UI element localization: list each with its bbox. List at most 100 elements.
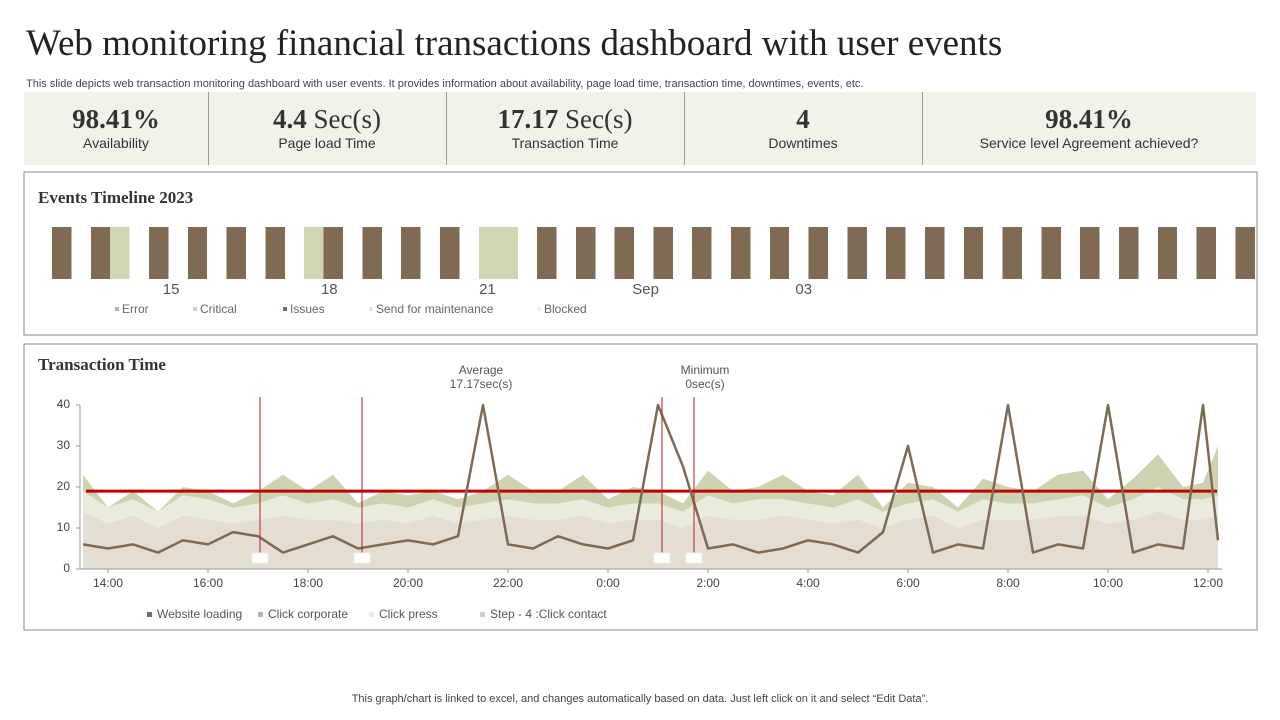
x-tick-label: 8:00 (996, 576, 1020, 590)
x-tick-label: 18:00 (293, 576, 323, 590)
event-bar (770, 227, 789, 279)
y-tick-label: 20 (57, 479, 71, 493)
legend-label: Click corporate (268, 607, 348, 621)
line-series (82, 403, 1220, 554)
event-bar (479, 227, 519, 279)
legend-label: Send for maintenance (376, 302, 494, 316)
kpi-unit: Sec(s) (313, 104, 381, 134)
event-bar (226, 227, 246, 279)
x-tick-label: 14:00 (93, 576, 123, 590)
event-bar (439, 227, 460, 279)
x-tick-label: 6:00 (896, 576, 920, 590)
page-subtitle: This slide depicts web transaction monit… (26, 78, 864, 90)
annotation: Average (459, 363, 504, 377)
x-tick-label: 20:00 (393, 576, 423, 590)
event-bar (52, 227, 72, 279)
event-bar (847, 227, 868, 279)
event-bar (188, 227, 207, 279)
event-marker (685, 552, 703, 564)
kpi-divider (446, 92, 447, 165)
event-bar (362, 227, 383, 279)
legend-swatch (147, 612, 152, 617)
kpi-label: Service level Agreement achieved? (979, 135, 1199, 151)
kpi-card: 4.4 Sec(s) Page load Time (208, 92, 446, 165)
kpi-divider (922, 92, 923, 165)
y-tick-label: 40 (57, 397, 71, 411)
kpi-value: 98.41% (72, 104, 160, 134)
legend-label: Issues (290, 302, 325, 316)
kpi-value-row: 17.17 Sec(s) (446, 104, 684, 134)
event-bar (265, 227, 286, 279)
legend-label: Website loading (157, 607, 242, 621)
event-bar (653, 227, 674, 279)
event-bar (400, 227, 421, 279)
kpi-value: 4.4 (273, 104, 307, 134)
event-bar (109, 227, 130, 279)
kpi-value-row: 4.4 Sec(s) (208, 104, 446, 134)
legend-label: Error (122, 302, 149, 316)
kpi-value: 4 (796, 104, 810, 134)
x-tick-label: 21 (479, 281, 496, 298)
annotation: Minimum (681, 363, 730, 377)
x-tick-label: 0:00 (596, 576, 620, 590)
legend-swatch (193, 307, 197, 311)
kpi-card: 98.41% Service level Agreement achieved? (922, 92, 1256, 165)
event-bar (730, 227, 751, 279)
x-tick-label: 15 (163, 281, 180, 298)
legend-swatch (115, 307, 119, 311)
y-tick-label: 30 (57, 438, 71, 452)
footer-note: This graph/chart is linked to excel, and… (351, 693, 929, 705)
kpi-value: 98.41% (1045, 104, 1133, 134)
kpi-value-row: 98.41% (24, 104, 208, 134)
event-bar (1118, 227, 1139, 279)
legend-label: Click press (379, 607, 438, 621)
x-tick-label: 22:00 (493, 576, 523, 590)
x-tick-label: 18 (321, 281, 338, 298)
event-bar (691, 227, 712, 279)
annotation: 17.17sec(s) (450, 377, 513, 391)
kpi-label: Page load Time (278, 135, 376, 151)
events-title: Events Timeline 2023 (38, 188, 193, 207)
kpi-band: 98.41% Availability 4.4 Sec(s) Page load Ti… (24, 92, 1256, 165)
legend-swatch (283, 307, 287, 311)
event-bar (614, 227, 634, 279)
x-tick-label: 03 (795, 281, 812, 298)
event-marker (251, 552, 269, 564)
page-title: Web monitoring financial transactions da… (26, 23, 1003, 64)
kpi-card: 17.17 Sec(s) Transaction Time (446, 92, 684, 165)
event-marker (353, 552, 371, 564)
kpi-unit: Sec(s) (565, 104, 633, 134)
event-bar (323, 227, 343, 279)
event-bar (1079, 227, 1100, 279)
y-tick-label: 0 (63, 561, 70, 575)
legend-swatch (258, 612, 263, 617)
legend-swatch (369, 612, 374, 617)
x-tick-label: 12:00 (1193, 576, 1223, 590)
legend-swatch (480, 612, 485, 617)
x-tick-label: Sep (632, 281, 659, 298)
transaction-title: Transaction Time (38, 355, 166, 374)
kpi-label: Availability (83, 135, 149, 151)
kpi-value-row: 98.41% (922, 104, 1256, 134)
y-tick-label: 10 (57, 520, 71, 534)
event-bar (1158, 227, 1177, 279)
kpi-label: Downtimes (768, 135, 838, 151)
event-bar (576, 227, 596, 279)
kpi-card: 98.41% Availability (24, 92, 208, 165)
x-tick-label: 4:00 (796, 576, 820, 590)
legend-label: Critical (200, 302, 237, 316)
kpi-value-row: 4 (684, 104, 922, 134)
event-bar (1196, 227, 1216, 279)
kpi-label: Transaction Time (511, 135, 619, 151)
x-tick-label: 2:00 (696, 576, 720, 590)
event-marker (653, 552, 671, 564)
kpi-card: 4 Downtimes (684, 92, 922, 165)
event-bar (1002, 227, 1022, 279)
kpi-divider (684, 92, 685, 165)
event-bar (808, 227, 828, 279)
legend-swatch (369, 307, 373, 311)
event-bar (885, 227, 906, 279)
x-tick-label: 16:00 (193, 576, 223, 590)
legend-label: Blocked (544, 302, 587, 316)
